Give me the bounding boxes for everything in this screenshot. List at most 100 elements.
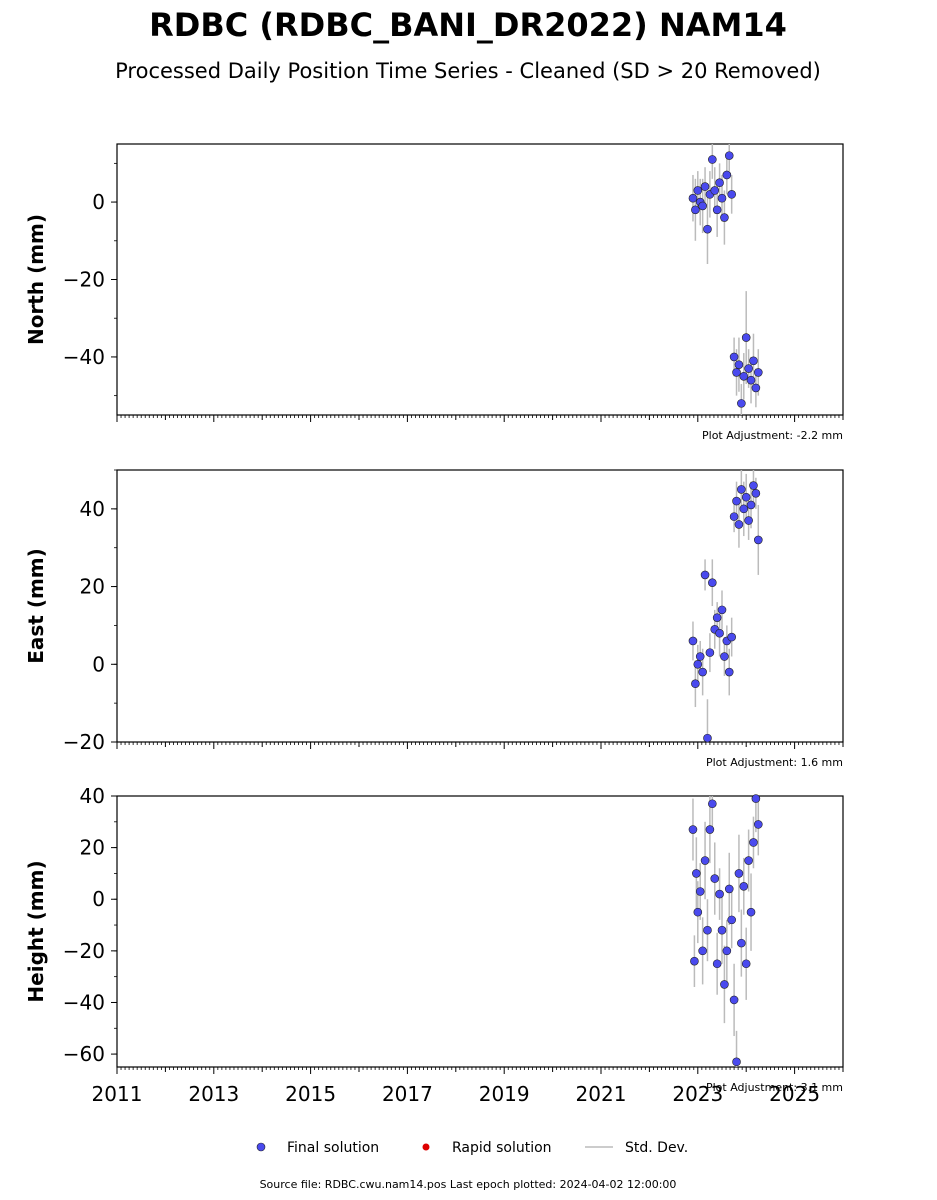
- data-point: [753, 820, 763, 829]
- data-point: [715, 178, 724, 188]
- data-point: [734, 869, 744, 878]
- data-point: [722, 946, 732, 956]
- data-point: [708, 799, 717, 809]
- data-point: [705, 648, 715, 657]
- data-point: [717, 193, 727, 203]
- data-point: [744, 856, 753, 865]
- data-point: [703, 925, 712, 935]
- data-point: [739, 371, 749, 381]
- data-point: [739, 882, 749, 891]
- y-axis-label: North (mm): [24, 214, 48, 345]
- source-footer: Source file: RDBC.cwu.nam14.pos Last epo…: [260, 1178, 677, 1191]
- x-tick-label: 2015: [285, 1082, 336, 1106]
- data-point: [720, 652, 729, 661]
- data-point: [741, 492, 751, 502]
- x-tick-label: 2019: [479, 1082, 530, 1106]
- legend-final-label: Final solution: [287, 1140, 379, 1156]
- y-tick-label: −20: [63, 268, 105, 292]
- data-point: [727, 632, 736, 642]
- data-point: [710, 186, 720, 195]
- data-point: [746, 907, 756, 917]
- y-tick-label: −20: [63, 939, 105, 963]
- data-point: [727, 915, 736, 925]
- data-point: [724, 884, 734, 894]
- legend-rapid-marker: [422, 1143, 430, 1151]
- data-point: [693, 186, 703, 195]
- data-point: [690, 956, 699, 966]
- data-point: [708, 155, 717, 164]
- data-point: [727, 190, 736, 199]
- plot-adjustment-note: Plot Adjustment: 3.1 mm: [706, 1081, 843, 1094]
- chart-subtitle: Processed Daily Position Time Series - C…: [115, 59, 821, 83]
- data-point: [744, 516, 753, 525]
- y-tick-label: 0: [92, 652, 105, 676]
- data-point: [705, 825, 715, 834]
- data-point: [698, 667, 707, 677]
- data-point: [703, 733, 712, 743]
- data-point: [695, 652, 705, 661]
- data-point: [749, 838, 758, 847]
- x-tick-label: 2011: [92, 1082, 143, 1106]
- data-point: [712, 959, 722, 969]
- y-axis-label: Height (mm): [24, 860, 48, 1002]
- legend-std-label: Std. Dev.: [625, 1140, 688, 1156]
- data-point: [753, 368, 763, 377]
- data-point: [732, 1057, 741, 1067]
- data-point: [717, 925, 727, 935]
- plot-adjustment-note: Plot Adjustment: -2.2 mm: [702, 429, 843, 442]
- y-tick-label: −20: [63, 730, 105, 754]
- y-tick-label: −60: [63, 1042, 105, 1066]
- data-point: [729, 995, 739, 1005]
- data-point: [724, 151, 734, 160]
- data-point: [753, 535, 763, 545]
- data-point: [708, 578, 717, 587]
- data-point: [751, 794, 761, 803]
- y-tick-label: 20: [80, 575, 105, 599]
- x-tick-label: 2025: [769, 1082, 820, 1106]
- legend-final-marker: [256, 1142, 266, 1152]
- y-tick-label: 20: [80, 836, 105, 860]
- data-point: [746, 500, 756, 510]
- legend: Final solution Rapid solution Std. Dev.: [256, 1140, 688, 1156]
- data-point: [693, 907, 703, 917]
- data-point: [688, 636, 698, 646]
- x-tick-label: 2021: [576, 1082, 627, 1106]
- data-point: [741, 959, 751, 969]
- data-point: [691, 205, 700, 215]
- data-point: [691, 679, 700, 689]
- data-point: [734, 520, 744, 529]
- data-point: [737, 485, 746, 494]
- data-point: [737, 399, 746, 408]
- data-point: [720, 980, 729, 989]
- data-point: [724, 667, 734, 677]
- legend-rapid-label: Rapid solution: [452, 1140, 552, 1156]
- data-point: [729, 512, 739, 521]
- plot-adjustment-note: Plot Adjustment: 1.6 mm: [706, 756, 843, 769]
- data-point: [712, 613, 722, 622]
- y-tick-label: 0: [92, 887, 105, 911]
- y-tick-label: −40: [63, 345, 105, 369]
- y-tick-label: 40: [80, 497, 105, 521]
- data-point: [734, 360, 744, 369]
- data-point: [710, 874, 720, 883]
- data-point: [732, 496, 741, 506]
- data-point: [692, 869, 701, 878]
- x-tick-label: 2013: [188, 1082, 239, 1106]
- data-point: [729, 352, 739, 362]
- data-point: [698, 201, 707, 211]
- data-point: [751, 383, 761, 393]
- x-tick-label: 2017: [382, 1082, 433, 1106]
- data-point: [703, 224, 712, 234]
- data-point: [744, 364, 753, 373]
- data-point: [700, 182, 710, 191]
- y-axis-label: East (mm): [24, 548, 48, 664]
- data-point: [700, 570, 710, 580]
- data-point: [751, 489, 761, 498]
- data-point: [712, 205, 722, 215]
- data-point: [715, 628, 724, 638]
- east-panel: 40 20 0 −20 East (mm) Plot Adjustment: 1.6 mm: [24, 469, 844, 769]
- height-panel: 40 20 0 −20 −40 −60 Height (mm) Plot Adjustment…: [24, 784, 844, 1106]
- data-point: [749, 356, 758, 366]
- data-point: [688, 193, 698, 203]
